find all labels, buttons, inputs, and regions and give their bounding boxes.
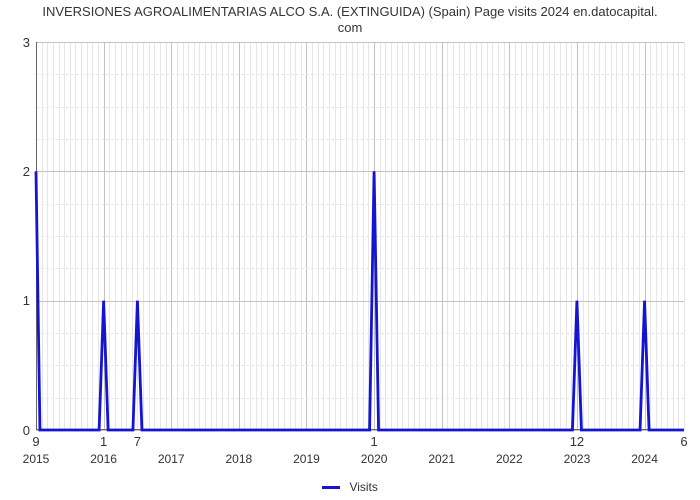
peak-value-label: 12 [570,434,584,449]
peak-value-label: 7 [134,434,141,449]
x-tick-label-year: 2017 [158,452,185,466]
x-tick-label-year: 2023 [564,452,591,466]
gridline-minor-v [684,42,685,430]
x-tick-label-year: 2019 [293,452,320,466]
chart-title-line1: INVERSIONES AGROALIMENTARIAS ALCO S.A. (… [42,4,657,19]
x-tick-label-year: 2016 [90,452,117,466]
y-tick-label: 1 [14,293,30,308]
x-tick-label-year: 2022 [496,452,523,466]
peak-value-label: 1 [370,434,377,449]
legend: Visits [0,479,700,494]
legend-label: Visits [349,480,377,494]
x-tick-label-year: 2018 [225,452,252,466]
chart-container: { "chart": { "type": "line", "title_line… [0,0,700,500]
chart-title: INVERSIONES AGROALIMENTARIAS ALCO S.A. (… [0,4,700,37]
x-tick-label-year: 2021 [428,452,455,466]
peak-value-label: 1 [100,434,107,449]
chart-title-line2: com [338,20,363,35]
y-tick-label: 3 [14,35,30,50]
y-tick-label: 2 [14,164,30,179]
peak-value-label: 6 [680,434,687,449]
legend-swatch [322,486,340,489]
x-tick-label-year: 2015 [23,452,50,466]
peak-value-label: 9 [32,434,39,449]
y-tick-label: 0 [14,423,30,438]
visits-line-series [36,42,684,430]
x-tick-label-year: 2024 [631,452,658,466]
x-tick-label-year: 2020 [361,452,388,466]
plot-area [36,42,684,430]
